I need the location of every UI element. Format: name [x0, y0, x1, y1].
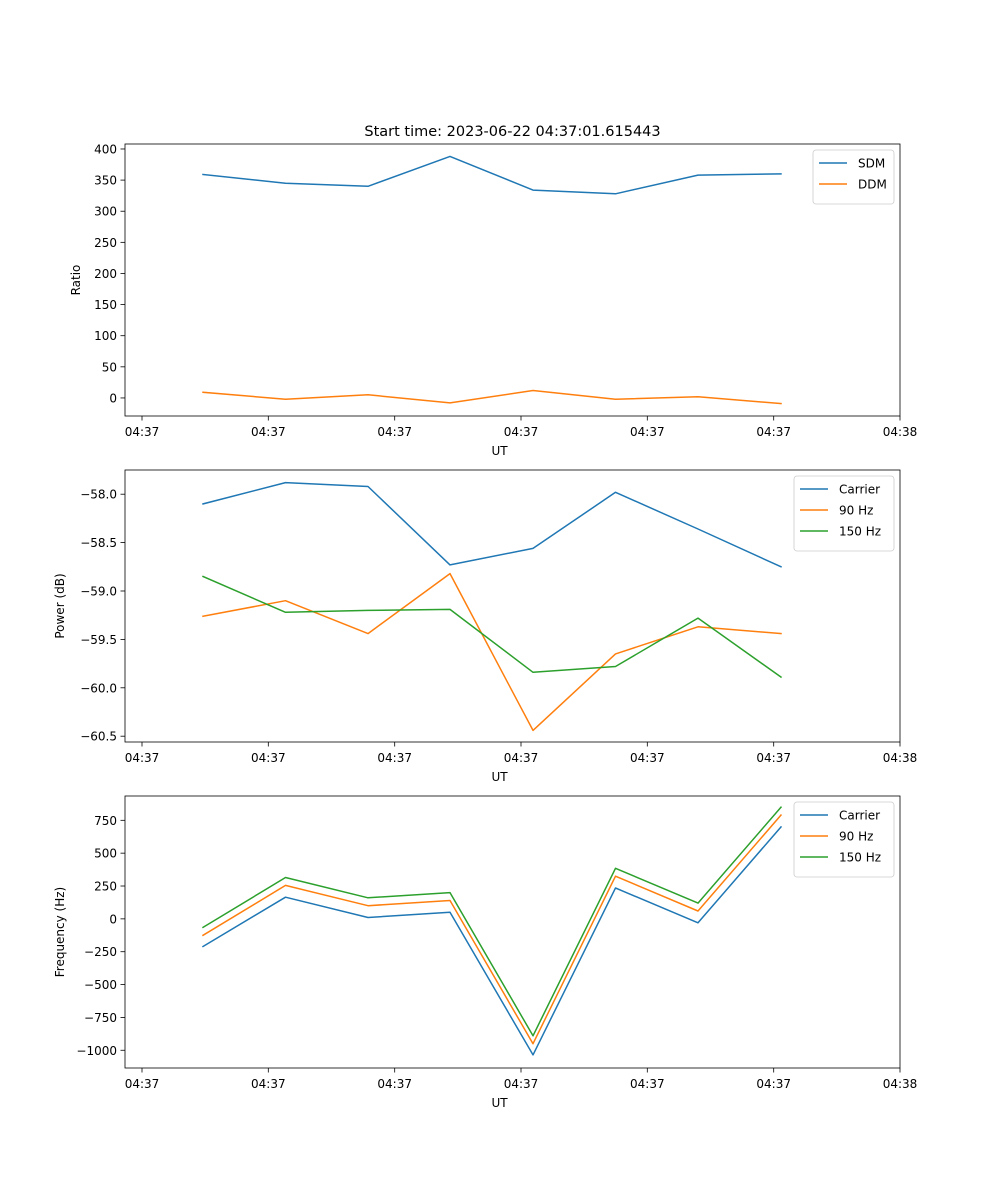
axes-frame	[124, 143, 901, 417]
y-tick-label: 300	[94, 205, 117, 219]
y-tick-label: 0	[109, 391, 117, 405]
y-tick-label: −250	[84, 945, 117, 959]
series-line-150-hz	[202, 575, 783, 679]
y-tick-label: −60.5	[80, 730, 117, 744]
legend-label: 90 Hz	[839, 830, 873, 844]
x-tick-label: 04:37	[251, 425, 286, 439]
y-tick-label: 400	[94, 142, 117, 156]
x-tick-label: 04:37	[504, 751, 539, 765]
x-tick-label: 04:37	[504, 425, 539, 439]
x-tick-label: 04:37	[251, 1077, 286, 1091]
y-tick-label: 250	[94, 236, 117, 250]
x-axis-label: UT	[491, 444, 508, 458]
y-tick-label: 750	[94, 814, 117, 828]
axes-frame	[124, 795, 901, 1069]
x-tick-label: 04:37	[756, 425, 791, 439]
x-tick-label: 04:37	[630, 751, 665, 765]
x-axis-label: UT	[491, 1096, 508, 1110]
x-tick-label: 04:37	[756, 751, 791, 765]
x-tick-label: 04:37	[504, 1077, 539, 1091]
y-tick-label: 100	[94, 329, 117, 343]
y-tick-label: 200	[94, 267, 117, 281]
x-tick-label: 04:37	[125, 425, 160, 439]
legend: Carrier 90 Hz 150 Hz	[793, 801, 895, 878]
x-tick-label: 04:37	[377, 1077, 412, 1091]
chart-panel-1: 04:37 04:37 04:37 04:37 04:37 04:37 04:38 0 50 10…	[69, 142, 917, 458]
legend-box	[793, 801, 895, 878]
y-axis-label: Ratio	[69, 265, 83, 296]
legend-label: SDM	[858, 157, 885, 171]
legend-label: Carrier	[839, 809, 880, 823]
x-tick-label: 04:37	[377, 425, 412, 439]
series-line-90-hz	[202, 572, 782, 732]
legend-label: 150 Hz	[839, 851, 881, 865]
legend-label: 150 Hz	[839, 525, 881, 539]
x-tick-label: 04:37	[377, 751, 412, 765]
y-tick-label: −750	[84, 1011, 117, 1025]
x-tick-label: 04:37	[125, 751, 160, 765]
y-tick-label: 50	[102, 360, 117, 374]
legend-label: 90 Hz	[839, 504, 873, 518]
series-line-150-hz	[201, 806, 783, 1037]
x-axis-label: UT	[491, 770, 508, 784]
y-tick-label: −1000	[76, 1044, 117, 1058]
y-tick-label: −58.0	[80, 488, 117, 502]
figure-title: Start time: 2023-06-22 04:37:01.615443	[364, 124, 660, 140]
y-tick-label: 250	[94, 880, 117, 894]
x-tick-label: 04:38	[883, 751, 918, 765]
series-line-90-hz	[201, 814, 783, 1045]
x-tick-label: 04:37	[630, 1077, 665, 1091]
x-tick-label: 04:38	[883, 425, 918, 439]
series-line-carrier	[202, 481, 782, 568]
panels: 04:37 04:37 04:37 04:37 04:37 04:37 04:38 0 50 10…	[53, 142, 917, 1110]
x-tick-label: 04:37	[251, 751, 286, 765]
chart-panel-3: 04:37 04:37 04:37 04:37 04:37 04:37 04:38 −1000…	[53, 795, 918, 1110]
legend: SDM DDM	[812, 149, 895, 205]
legend: Carrier 90 Hz 150 Hz	[793, 475, 895, 552]
y-axis-label: Frequency (Hz)	[53, 887, 67, 978]
y-tick-label: 150	[94, 298, 117, 312]
x-tick-label: 04:38	[883, 1077, 918, 1091]
legend-box	[793, 475, 895, 552]
chart-panel-2: 04:37 04:37 04:37 04:37 04:37 04:37 04:38 −60.5…	[53, 469, 918, 784]
y-tick-label: 350	[94, 174, 117, 188]
series-line-sdm	[202, 155, 782, 195]
y-tick-label: −59.5	[80, 633, 117, 647]
axes-frame	[124, 469, 901, 743]
x-tick-label: 04:37	[125, 1077, 160, 1091]
series-line-carrier	[201, 825, 783, 1056]
legend-label: DDM	[858, 178, 887, 192]
legend-label: Carrier	[839, 483, 880, 497]
y-tick-label: −59.0	[80, 584, 117, 598]
x-tick-label: 04:37	[630, 425, 665, 439]
y-tick-label: 0	[109, 912, 117, 926]
y-tick-label: −500	[84, 978, 117, 992]
y-tick-label: −60.0	[80, 681, 117, 695]
series-line-ddm	[202, 389, 782, 405]
y-tick-label: −58.5	[80, 536, 117, 550]
y-tick-label: 500	[94, 847, 117, 861]
x-tick-label: 04:37	[756, 1077, 791, 1091]
y-axis-label: Power (dB)	[53, 573, 67, 638]
